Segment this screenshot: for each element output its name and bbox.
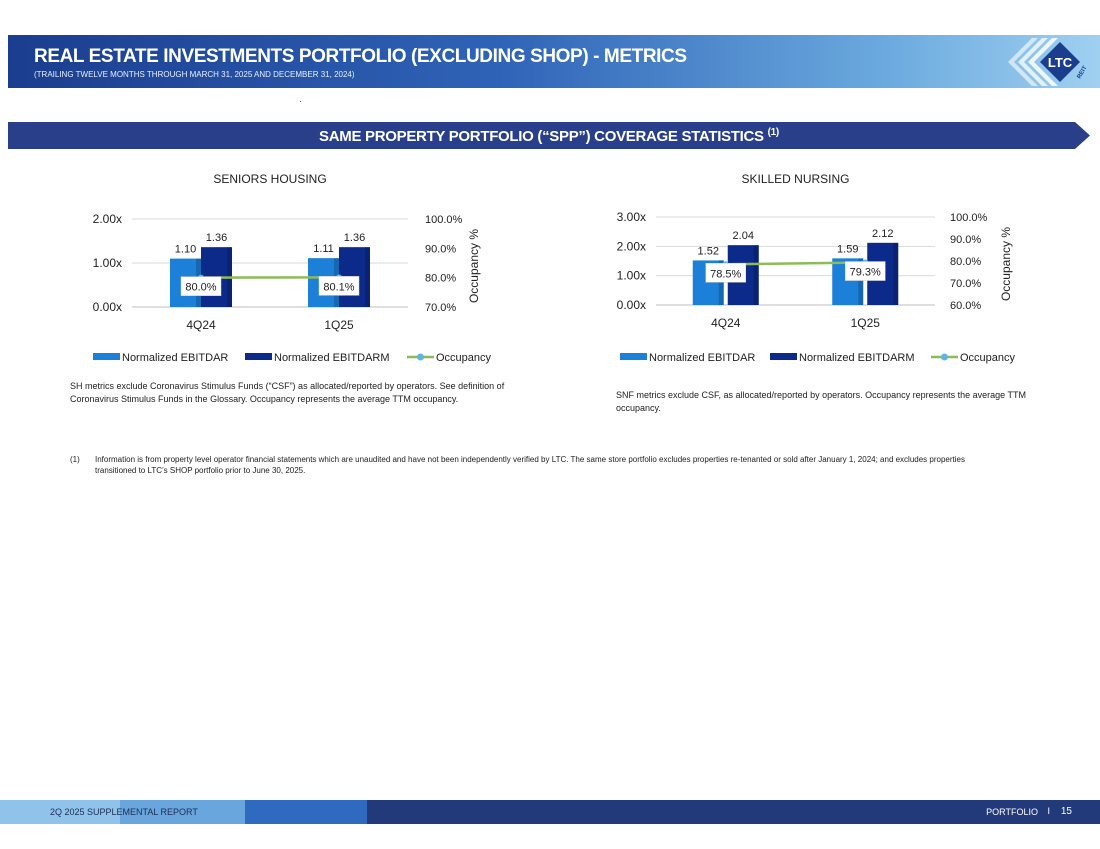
y2-tick-label: 80.0% [950,256,981,268]
legend-label: Occupancy [436,352,492,364]
y2-tick-label: 90.0% [950,234,981,246]
y-tick-label: 2.00x [93,212,122,226]
y2-axis-label: Occupancy % [467,229,481,303]
y-tick-label: 0.00x [617,298,646,312]
footnote-text: Information is from property level opera… [95,455,965,475]
seniors-housing-chart: SENIORS HOUSING 0.00x 1.00x 2.00x 70.0% 80.0%… [70,160,570,375]
bar-data-label: 2.04 [733,230,754,242]
legend-label: Normalized EBITDARM [799,352,915,364]
y2-tick-label: 80.0% [425,273,456,285]
bar-shade [753,245,759,305]
bar-data-label: 1.10 [175,244,196,256]
y-tick-label: 1.00x [617,269,646,283]
x-category-label: 4Q24 [711,316,741,330]
legend-label: Normalized EBITDAR [649,352,755,364]
y-tick-label: 0.00x [93,300,122,314]
bar-data-label: 1.11 [313,243,334,255]
skilled-nursing-chart-svg: SKILLED NURSING 0.00x 1.00x 2.00x 3.00x 60.0%… [617,172,1016,364]
occupancy-data-label: 80.1% [323,281,354,293]
footer-band-1 [0,800,120,824]
bar-shade [365,247,370,307]
occupancy-line [725,261,866,266]
page-footer: 2Q 2025 SUPPLEMENTAL REPORT PORTFOLIO I … [0,800,1100,824]
footer-report-label: 2Q 2025 SUPPLEMENTAL REPORT [50,807,198,817]
x-category-label: 4Q24 [186,318,216,332]
seniors-housing-chart-svg: SENIORS HOUSING 0.00x 1.00x 2.00x 70.0% 80.0%… [93,172,492,364]
legend-swatch [93,353,120,360]
y2-tick-label: 100.0% [425,214,463,226]
bar-data-label: 1.36 [206,232,227,244]
bar-data-label: 1.52 [698,245,719,257]
bar-data-label: 1.36 [344,232,365,244]
y2-axis-label: Occupancy % [999,227,1013,301]
banner-footnote-ref: (1) [767,127,780,138]
logo-text: LTC [1048,55,1073,70]
bar-shade [893,242,899,305]
legend-swatch [620,353,647,360]
legend-label: Normalized EBITDARM [274,352,390,364]
legend-marker [941,353,948,361]
y2-tick-label: 60.0% [950,300,981,312]
legend-swatch [770,353,797,360]
section-banner: SAME PROPERTY PORTFOLIO (“SPP”) COVERAGE… [8,122,1090,149]
legend-label: Normalized EBITDAR [122,352,228,364]
y-tick-label: 1.00x [93,256,122,270]
page-header: REAL ESTATE INVESTMENTS PORTFOLIO (EXCLU… [8,35,1100,88]
occupancy-data-label: 78.5% [710,268,741,280]
occupancy-data-label: 79.3% [850,267,881,279]
stray-dot [300,101,301,102]
footer-band-3 [245,800,367,824]
y2-tick-label: 70.0% [950,278,981,290]
page-subtitle: (TRAILING TWELVE MONTHS THROUGH MARCH 31… [34,70,355,79]
y2-tick-label: 70.0% [425,302,456,314]
snf-note: SNF metrics exclude CSF, as allocated/re… [616,390,1027,413]
sh-note: SH metrics exclude Coronavirus Stimulus … [70,381,505,404]
footer-band-2 [120,800,245,824]
bar-shade [718,260,724,305]
x-category-label: 1Q25 [851,316,881,330]
chart-title: SKILLED NURSING [741,172,849,186]
legend-marker [417,353,424,361]
x-category-label: 1Q25 [324,318,354,332]
legend-swatch [245,353,272,360]
logo-sub-text: REIT [1077,65,1088,80]
legend-label: Occupancy [960,352,1016,364]
footer-separator: I [1047,806,1050,816]
ltc-reit-logo: LTC REIT [1008,38,1088,86]
page-title: REAL ESTATE INVESTMENTS PORTFOLIO (EXCLU… [34,46,687,67]
footer-section-label: PORTFOLIO [986,807,1038,817]
occupancy-data-label: 80.0% [185,282,216,294]
occupancy-label-box [705,263,746,283]
y2-tick-label: 90.0% [425,243,456,255]
banner-title: SAME PROPERTY PORTFOLIO (“SPP”) COVERAGE… [319,128,764,145]
bar-data-label: 2.12 [872,228,893,240]
occupancy-label-box [845,261,886,281]
occupancy-label-box [318,276,360,296]
y2-tick-label: 100.0% [950,212,988,224]
y-tick-label: 3.00x [617,210,646,224]
page-number: 15 [1060,806,1072,817]
y-tick-label: 2.00x [617,239,646,253]
chart-title: SENIORS HOUSING [213,172,326,186]
bar-shade [858,258,864,305]
bar-data-label: 1.59 [837,243,858,255]
skilled-nursing-chart: SKILLED NURSING 0.00x 1.00x 2.00x 3.00x 60.0%… [598,160,1098,375]
footnote-number: (1) [70,455,80,464]
occupancy-label-box [180,276,222,296]
